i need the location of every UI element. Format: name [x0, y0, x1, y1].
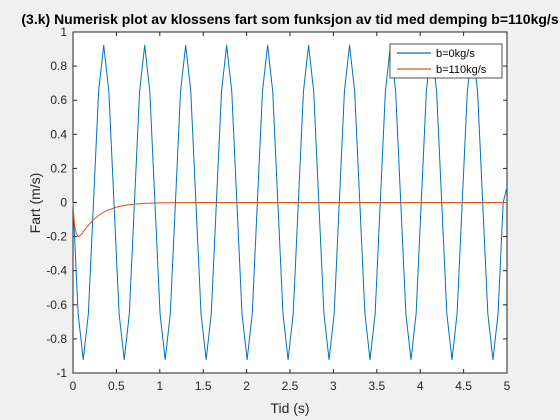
legend-label-b110: b=110kg/s — [436, 64, 487, 76]
series-line-b0 — [72, 44, 508, 361]
x-tick-label: 3 — [330, 379, 337, 393]
y-axis-label: Fart (m/s) — [27, 173, 43, 234]
legend-box — [389, 43, 503, 79]
y-tick-label: -0.2 — [46, 230, 67, 244]
x-tick-label: 1.5 — [195, 379, 212, 393]
y-tick-label: -0.8 — [46, 332, 67, 346]
y-tick-label: -0.4 — [46, 264, 67, 278]
x-tick-label: 3.5 — [368, 379, 385, 393]
x-tick-label: 1 — [156, 379, 163, 393]
y-tick-label: -0.6 — [46, 298, 67, 312]
y-tick-label: 0.4 — [50, 127, 67, 141]
y-tick-label: 0.6 — [50, 93, 67, 107]
x-tick-label: 2.5 — [282, 379, 299, 393]
x-axis-label: Tid (s) — [270, 400, 309, 416]
legend-label-b0: b=0kg/s — [436, 48, 475, 60]
x-axis: 0 0.5 1 1.5 2 2.5 3 3.5 4 4.5 5 — [70, 32, 511, 393]
x-tick-label: 2 — [243, 379, 250, 393]
y-tick-label: 0.2 — [50, 161, 67, 175]
x-tick-label: 4 — [417, 379, 424, 393]
y-axis: -1 -0.8 -0.6 -0.4 -0.2 0 0.2 0.4 0.6 0.8 1 — [46, 25, 507, 380]
x-tick-label: 5 — [504, 379, 511, 393]
y-tick-label: 0 — [60, 196, 67, 210]
series-layer — [72, 44, 508, 361]
x-tick-label: 0.5 — [108, 379, 125, 393]
chart-title: (3.k) Numerisk plot av klossens fart som… — [21, 11, 558, 27]
y-tick-label: 0.8 — [50, 59, 67, 73]
y-tick-label: 1 — [60, 25, 67, 39]
legend: b=0kg/s b=110kg/s — [389, 43, 503, 79]
x-tick-label: 4.5 — [455, 379, 472, 393]
y-tick-label: -1 — [56, 366, 67, 380]
x-tick-label: 0 — [70, 379, 77, 393]
series-line-b110 — [72, 202, 507, 238]
